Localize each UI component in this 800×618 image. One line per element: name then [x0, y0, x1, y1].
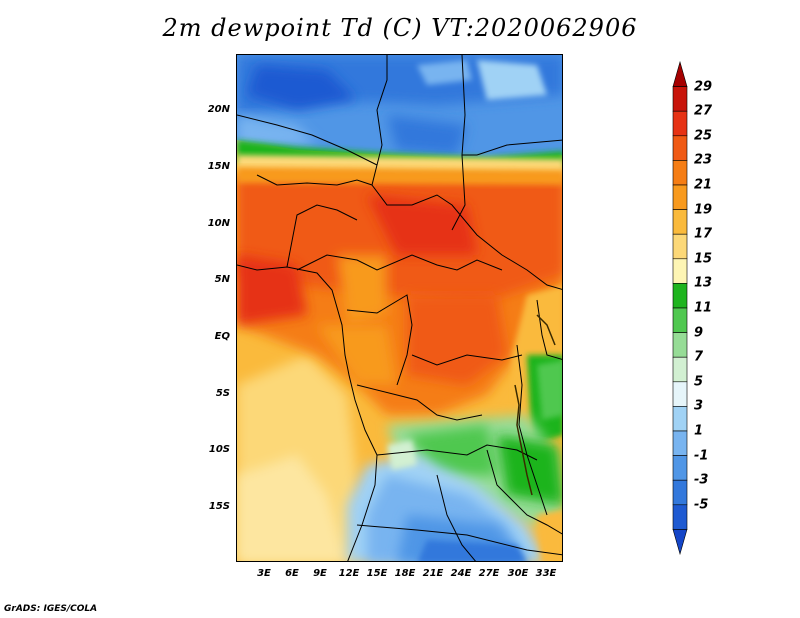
colorbar-segment: [672, 406, 688, 432]
map-title: 2m dewpoint Td (C) VT:2020062906: [162, 14, 638, 42]
colorbar-segment: [672, 209, 688, 235]
lon-label-27e: 27E: [478, 568, 500, 579]
colorbar-label: 3: [694, 398, 704, 414]
lon-label-30e: 30E: [507, 568, 529, 579]
colorbar-label: 15: [694, 251, 713, 267]
colorbar-segment: [672, 110, 688, 137]
colorbar-segment: [672, 86, 688, 112]
colorbar-segment: [672, 233, 688, 260]
colorbar-label: 9: [694, 325, 704, 341]
colorbar-label: 7: [694, 349, 704, 365]
colorbar-label: 11: [694, 300, 713, 316]
lat-label-20n: 20N: [207, 104, 230, 115]
footer-credit: GrADS: IGES/COLA: [4, 604, 98, 614]
lon-label-15e: 15E: [366, 568, 388, 579]
colorbar-label: 25: [694, 128, 713, 144]
colorbar-segment: [672, 356, 688, 383]
colorbar-label: 21: [694, 177, 713, 193]
lon-label-9e: 9E: [313, 568, 327, 579]
lat-label-5n: 5N: [214, 274, 230, 285]
colorbar-segment: [672, 332, 688, 358]
colorbar-segment: [672, 307, 688, 333]
colorbar-segment: [672, 504, 688, 530]
colorbar-segment: [672, 381, 688, 407]
lat-label-10n: 10N: [207, 218, 230, 229]
colorbar-segment: [672, 135, 688, 161]
colorbar-label: 19: [694, 202, 713, 218]
lat-label-eq: EQ: [214, 331, 230, 342]
colorbar-label: -5: [694, 497, 709, 513]
colorbar-segment: [672, 430, 688, 456]
colorbar-label: -1: [694, 448, 709, 464]
colorbar-segment: [672, 160, 688, 186]
lon-label-6e: 6E: [285, 568, 299, 579]
lat-label-15s: 15S: [208, 501, 230, 512]
colorbar-segment: [672, 184, 688, 210]
lat-label-15n: 15N: [207, 161, 230, 172]
lat-label-10s: 10S: [208, 444, 230, 455]
lon-label-12e: 12E: [338, 568, 360, 579]
colorbar-label: 5: [694, 374, 704, 390]
lat-label-5s: 5S: [215, 388, 230, 399]
lon-label-18e: 18E: [394, 568, 416, 579]
colorbar: [672, 60, 688, 556]
lon-label-3e: 3E: [257, 568, 271, 579]
colorbar-label: 27: [694, 103, 713, 119]
colorbar-label: 29: [694, 79, 713, 95]
colorbar-segment: [672, 283, 688, 309]
colorbar-label: 1: [694, 423, 704, 439]
colorbar-label: 17: [694, 226, 713, 242]
colorbar-label: -3: [694, 472, 709, 488]
colorbar-segment: [672, 258, 688, 284]
colorbar-segment: [672, 60, 688, 87]
lon-label-33e: 33E: [535, 568, 557, 579]
colorbar-segment: [672, 479, 688, 506]
lon-label-24e: 24E: [450, 568, 472, 579]
colorbar-segment: [672, 529, 688, 556]
dewpoint-field: [237, 55, 562, 561]
dewpoint-map: [236, 54, 563, 562]
colorbar-segment: [672, 455, 688, 481]
colorbar-label: 13: [694, 275, 713, 291]
lon-label-21e: 21E: [422, 568, 444, 579]
colorbar-label: 23: [694, 152, 713, 168]
